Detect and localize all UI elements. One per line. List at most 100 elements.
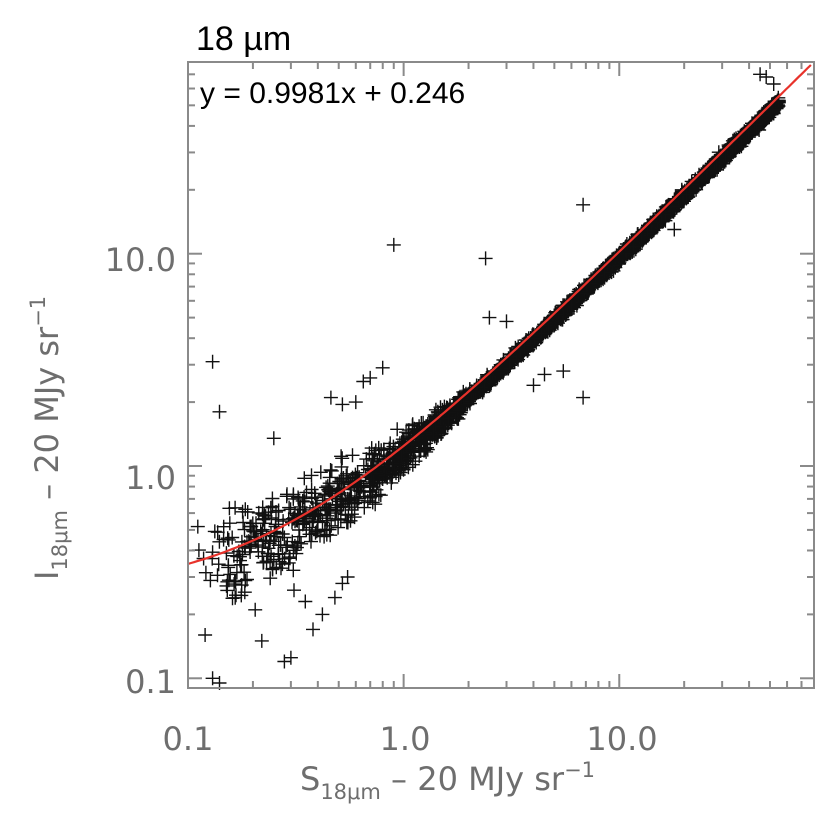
data-point (441, 414, 456, 428)
data-point (350, 465, 365, 480)
data-point (717, 149, 732, 164)
data-point (348, 467, 363, 482)
data-point (327, 590, 342, 605)
data-point (413, 444, 428, 458)
data-point (222, 516, 237, 531)
data-point (228, 590, 243, 605)
data-point (286, 563, 301, 578)
data-point (236, 515, 251, 530)
data-point (561, 299, 576, 314)
data-point (420, 442, 435, 457)
data-point (233, 558, 248, 573)
data-point (386, 237, 401, 252)
data-point (237, 522, 252, 537)
data-point (375, 360, 390, 375)
data-point (667, 222, 682, 237)
data-point (220, 583, 235, 598)
data-point (263, 571, 278, 586)
data-point (287, 538, 302, 553)
data-point (198, 628, 213, 642)
data-point (306, 622, 320, 637)
data-point (386, 439, 401, 454)
data-point (304, 468, 319, 483)
data-point (223, 567, 238, 582)
data-point (324, 463, 339, 478)
data-point (425, 427, 440, 442)
data-point (753, 67, 768, 82)
data-point (737, 131, 752, 146)
data-point (429, 421, 444, 435)
data-point (271, 538, 286, 553)
data-point (238, 573, 253, 588)
data-point (298, 594, 313, 609)
data-point (248, 602, 263, 617)
data-point (264, 511, 279, 525)
data-point (210, 568, 225, 583)
data-point (212, 534, 227, 549)
data-point (225, 530, 240, 545)
data-point (658, 207, 673, 222)
data-point (277, 530, 292, 545)
data-point (265, 491, 280, 506)
data-point (211, 557, 226, 572)
data-point (297, 471, 312, 486)
data-point (728, 142, 743, 157)
x-tick-label-0.1: 0.1 (163, 720, 214, 758)
data-point (237, 585, 252, 600)
data-point (226, 548, 241, 563)
data-point (212, 404, 227, 419)
data-point (286, 491, 301, 506)
data-point (328, 506, 343, 521)
data-point (307, 486, 322, 501)
data-point (292, 529, 307, 544)
data-point (766, 77, 781, 91)
data-point (478, 251, 493, 266)
data-point (251, 544, 266, 559)
data-point (511, 352, 526, 367)
data-point (508, 340, 523, 355)
data-point (356, 374, 371, 389)
data-point (343, 513, 358, 528)
fit-line (187, 64, 812, 565)
data-point (282, 550, 297, 565)
data-point (221, 573, 236, 588)
data-point (576, 197, 591, 212)
data-point (257, 511, 272, 526)
data-point (258, 533, 273, 548)
data-point (317, 523, 332, 538)
data-point (228, 500, 243, 515)
data-point (344, 503, 359, 517)
data-point (266, 552, 281, 567)
data-point (393, 465, 408, 480)
data-point (428, 419, 443, 434)
data-point (747, 116, 762, 131)
data-point (235, 547, 250, 562)
data-point (283, 650, 298, 665)
data-point (221, 532, 236, 547)
data-point (405, 457, 420, 472)
data-point (718, 151, 733, 165)
data-point (471, 384, 486, 399)
data-point (378, 468, 393, 483)
x-tick-label-1.0: 1.0 (380, 720, 431, 758)
data-point (527, 331, 542, 346)
data-point (626, 239, 641, 254)
data-point (576, 390, 591, 405)
data-point (482, 310, 497, 325)
data-point (207, 524, 222, 539)
data-points (190, 67, 786, 690)
data-point (304, 482, 319, 497)
data-point (368, 443, 383, 458)
data-point (491, 363, 506, 378)
data-point (210, 525, 225, 540)
y-tick-label-10.0: 10.0 (105, 241, 176, 279)
data-point (556, 364, 571, 379)
data-point (205, 354, 220, 369)
data-point (564, 297, 579, 312)
fit-equation: y = 0.9981x + 0.246 (200, 77, 465, 110)
data-point (426, 424, 441, 439)
data-point (739, 128, 754, 143)
data-point (315, 607, 330, 622)
data-point (371, 487, 386, 502)
data-point (238, 502, 253, 517)
